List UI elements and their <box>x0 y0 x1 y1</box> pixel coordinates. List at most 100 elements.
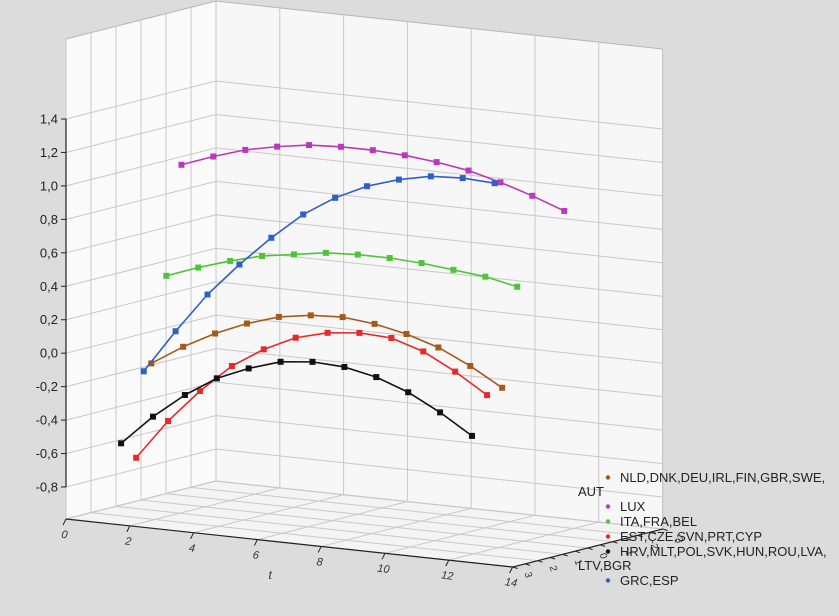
legend-marker <box>605 475 611 480</box>
legend-label: ITA,FRA,BEL <box>620 514 697 529</box>
data-point <box>165 418 172 425</box>
data-point <box>196 388 203 395</box>
data-point <box>491 180 498 187</box>
z-tick-mark <box>662 528 668 531</box>
data-point <box>386 255 393 262</box>
series-5 <box>140 173 498 375</box>
x-tick-mark <box>253 539 258 546</box>
z-tick-mark <box>512 566 518 569</box>
data-point <box>514 283 521 290</box>
data-point <box>140 368 147 375</box>
y-tick-label: 1,4 <box>40 112 58 127</box>
data-point <box>337 143 344 150</box>
data-point <box>468 432 475 439</box>
data-point <box>403 331 410 338</box>
z-tick-mark <box>612 541 618 544</box>
data-point <box>433 159 440 166</box>
data-point <box>149 413 156 420</box>
legend: NLD,DNK,DEU,IRL,FIN,GBR,SWE, AUT LUXITA,FR… <box>578 470 827 588</box>
series-line <box>166 252 518 288</box>
series-3 <box>133 329 491 461</box>
series-layer <box>118 142 568 461</box>
data-point <box>260 346 267 353</box>
back-wall <box>215 0 664 530</box>
data-point <box>437 409 444 416</box>
axis-layer: 1,4 1,2 1,0 0,8 0,6 0,4 0,2 0,0 -0,2 -0,4 -0,6 -0,8… <box>36 112 685 590</box>
data-point <box>459 175 466 182</box>
data-point <box>236 261 243 268</box>
x-tick-mark <box>381 553 386 560</box>
data-point <box>227 257 234 264</box>
z-tick-mark <box>624 538 631 541</box>
data-point <box>268 234 275 241</box>
data-point <box>341 363 348 370</box>
series-line <box>135 331 488 459</box>
data-point <box>364 183 371 190</box>
data-point <box>405 389 412 396</box>
data-point <box>427 173 434 180</box>
series-1 <box>178 142 568 214</box>
data-point <box>290 251 297 258</box>
data-point <box>369 147 376 154</box>
data-point <box>467 362 474 369</box>
legend-label: EST,CZE,SVN,PRT,CYP <box>620 529 762 544</box>
grid-layer <box>65 0 664 568</box>
series-line <box>143 175 495 372</box>
z-tick-label: -1 <box>622 546 635 558</box>
data-point <box>212 330 219 337</box>
data-point <box>309 358 316 365</box>
data-point <box>307 312 314 319</box>
y-tick-label: -0,2 <box>36 379 58 394</box>
x-tick-mark <box>62 518 67 526</box>
z-tick-mark <box>537 560 543 563</box>
legend-label: AUT <box>578 484 604 499</box>
legend-marker <box>605 504 611 509</box>
y-tick-label: 0,0 <box>40 346 58 361</box>
series-4 <box>118 358 475 447</box>
data-point <box>499 384 506 391</box>
x-tick-label: 4 <box>188 542 196 555</box>
z-tick-label: 3 <box>522 571 534 580</box>
data-point <box>306 142 313 149</box>
z-tick-mark <box>599 544 606 547</box>
floor-grid-line-z <box>215 480 663 530</box>
x-tick-label: 6 <box>252 549 261 562</box>
data-point <box>371 320 378 327</box>
z-tick-label: 1 <box>572 558 584 567</box>
data-point <box>373 374 380 381</box>
data-point <box>274 143 281 150</box>
x-tick-mark <box>317 546 322 553</box>
data-point <box>228 362 235 369</box>
data-point <box>339 314 346 321</box>
data-point <box>133 454 140 461</box>
x-tick-label: 14 <box>504 576 518 590</box>
z-tick-mark <box>574 550 581 554</box>
floor-grid-line-z <box>190 486 638 536</box>
z-tick-label: 2 <box>547 565 559 574</box>
x-tick-mark <box>445 559 450 567</box>
data-point <box>163 272 170 279</box>
x-tick-label: 8 <box>316 556 325 569</box>
z-tick-mark <box>637 534 643 538</box>
z-tick-label: -2 <box>647 539 660 551</box>
legend-label: LUX <box>620 499 646 514</box>
data-point <box>484 392 491 399</box>
series-line <box>150 314 503 389</box>
y-tick-label: 0,2 <box>40 312 58 327</box>
series-line <box>120 360 473 444</box>
data-point <box>172 328 179 335</box>
y-tick-label: 1,0 <box>40 178 58 193</box>
data-point <box>435 344 442 351</box>
legend-marker <box>605 534 611 539</box>
data-point <box>213 375 220 382</box>
y-tick-label: -0,8 <box>36 480 58 495</box>
data-point <box>181 391 188 398</box>
data-point <box>275 313 282 320</box>
data-point <box>243 320 250 327</box>
data-point <box>452 368 459 375</box>
data-point <box>497 179 504 186</box>
legend-label: HRV,MLT,POL,SVK,HUN,ROU,LVA, <box>620 544 827 559</box>
data-point <box>418 260 425 267</box>
data-point <box>465 167 472 174</box>
